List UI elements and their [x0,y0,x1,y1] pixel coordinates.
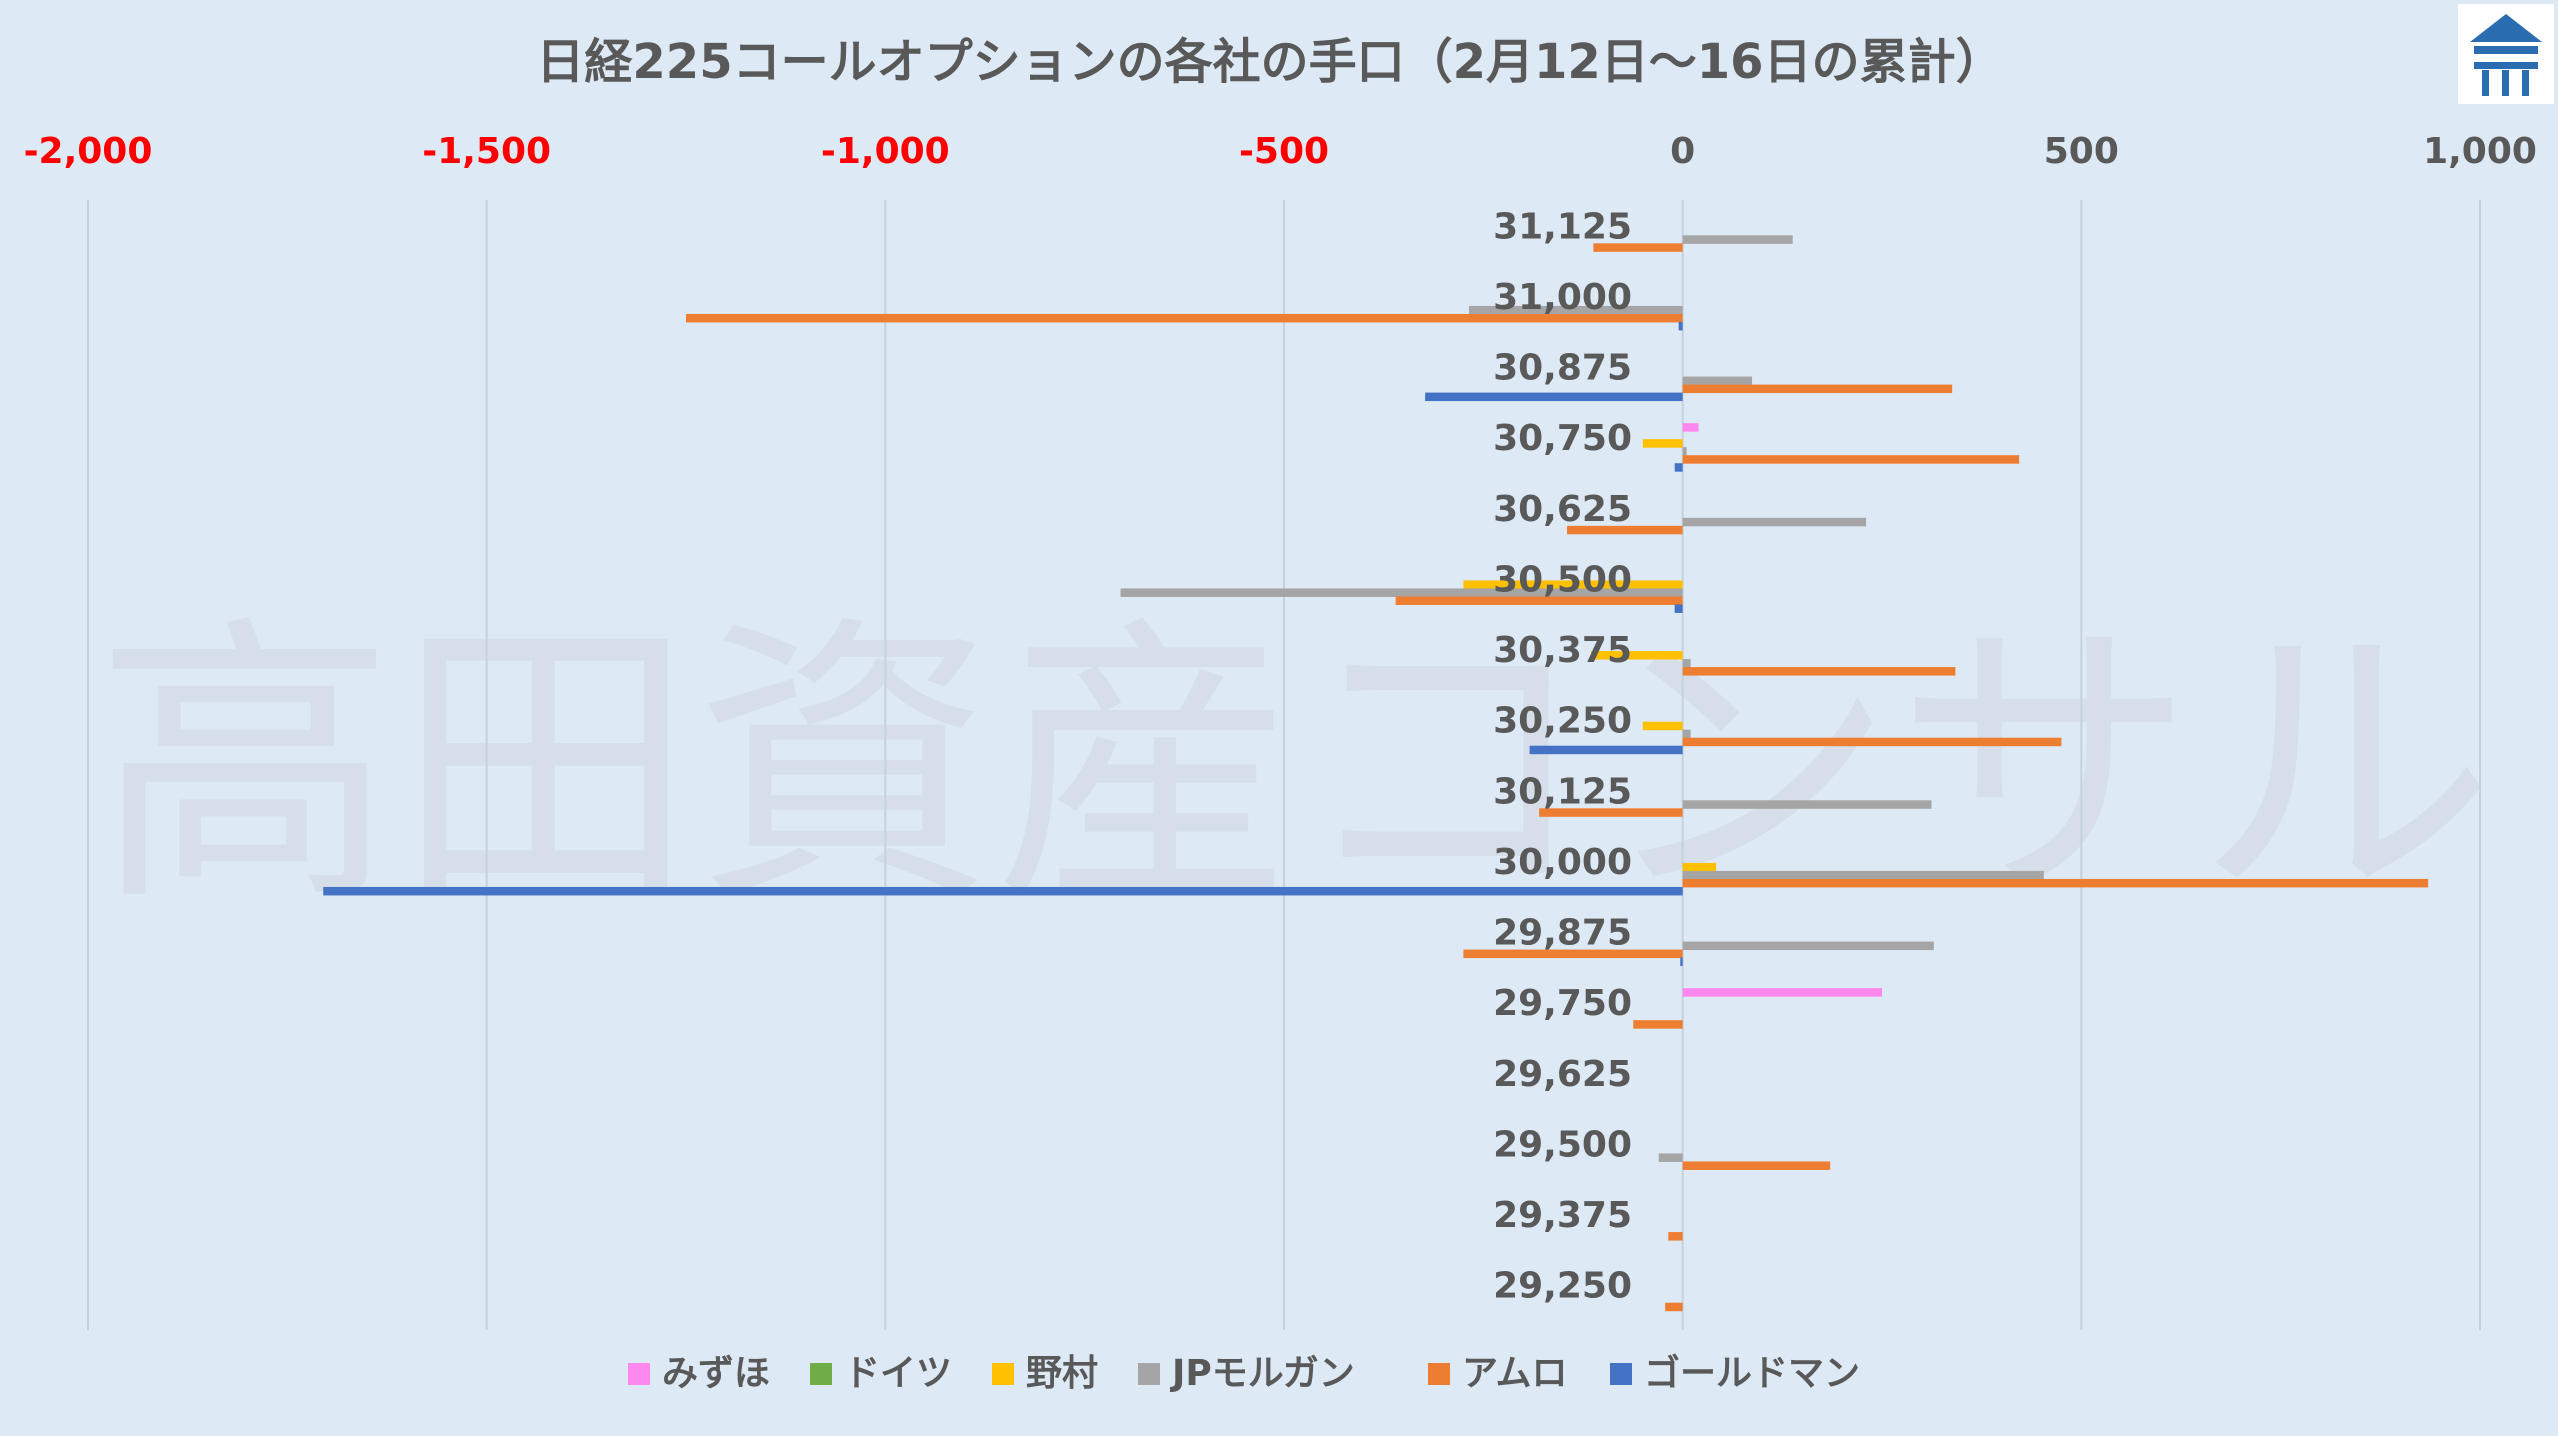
legend-item: ドイツ [810,1353,952,1394]
legend-label: ドイツ [844,1353,952,1394]
legend-label: みずほ [662,1353,770,1394]
bar [1682,517,1867,527]
bar [1682,384,1953,394]
grid-layer [87,200,2481,1330]
category-label: 30,250 [1493,701,1632,742]
bar [1463,580,1683,589]
category-label: 31,125 [1493,206,1632,247]
category-label: 30,000 [1493,842,1632,883]
bar [1529,745,1683,755]
bar [1567,525,1683,535]
legend-item: ゴールドマン [1610,1352,1860,1394]
x-tick-label: -1,000 [821,131,950,172]
category-label: 29,875 [1493,913,1632,954]
bar [686,313,1683,323]
bar [1674,604,1683,613]
x-tick-label: -500 [1239,131,1329,172]
legend-label: ゴールドマン [1644,1352,1860,1394]
x-tick-label: 500 [2044,131,2119,172]
legend-item: みずほ [628,1353,770,1394]
bar [1682,737,2062,747]
category-label: 30,875 [1493,348,1632,389]
legend: みずほ ドイツ 野村 JPモルガン アムロ ゴールドマン [628,1352,1860,1394]
bar [1682,870,2044,880]
bar [1665,1302,1683,1312]
bar [1682,659,1691,668]
bar [1682,447,1687,456]
bar [1682,423,1699,432]
legend-swatch [810,1363,832,1385]
category-label: 31,000 [1493,277,1632,318]
bar [1678,321,1683,331]
category-label: 29,625 [1493,1054,1632,1095]
bar [1682,729,1691,739]
bar [1395,596,1683,605]
bar [1658,1153,1683,1162]
category-labels: 31,125 31,000 30,875 30,750 30,625 30,500 30,3… [1493,206,1632,1306]
bar [1642,439,1683,448]
bar [1425,392,1683,402]
bar [1539,808,1683,817]
legend-swatch [628,1363,650,1385]
legend-swatch [1428,1363,1450,1385]
logo-icon [2458,4,2554,104]
legend-item: アムロ [1428,1353,1567,1394]
legend-label: 野村 [1026,1353,1098,1394]
bar [1468,305,1683,315]
category-label: 29,750 [1493,983,1632,1024]
legend-swatch [1610,1363,1632,1385]
chart-title: 日経225コールオプションの各社の手口（2月12日～16日の累計） [536,34,2003,90]
bar [1682,862,1717,872]
bar [1682,455,2020,464]
bars-layer [323,235,2429,1312]
bar [1642,721,1683,731]
bar [1680,957,1683,967]
legend-swatch [1138,1363,1160,1385]
bar [1633,1020,1683,1029]
bar [1674,463,1683,472]
category-label: 30,625 [1493,489,1632,530]
bar [1682,376,1753,386]
bar [1682,878,2429,888]
legend-swatch [992,1363,1014,1385]
bar [1120,588,1683,597]
bar [1682,941,1934,951]
category-label: 29,250 [1493,1266,1632,1307]
x-tick-label: -1,500 [422,131,551,172]
bar [1668,1232,1683,1241]
x-tick-label: 1,000 [2423,131,2537,172]
category-label: 30,125 [1493,771,1632,812]
legend-item: JPモルガン [1138,1353,1355,1394]
legend-label: JPモルガン [1169,1353,1355,1394]
legend-label: アムロ [1462,1353,1567,1394]
bar [1682,800,1932,809]
bar [1463,949,1683,959]
category-label: 30,500 [1493,559,1632,600]
x-tick-label: -2,000 [24,131,153,172]
legend-item: 野村 [992,1353,1098,1394]
bar [1682,988,1882,997]
x-tick-label: 0 [1670,131,1695,172]
bar [323,886,1683,896]
bar [1682,1161,1831,1170]
bar [1682,235,1793,244]
bar [1682,667,1956,676]
category-label: 29,500 [1493,1124,1632,1165]
bar [1593,243,1683,252]
bar [1590,651,1683,660]
category-label: 30,375 [1493,630,1632,671]
category-label: 29,375 [1493,1195,1632,1236]
category-label: 30,750 [1493,418,1632,459]
x-axis-ticks: -2,000 -1,500 -1,000 -500 0 500 1,000 [24,131,2537,172]
